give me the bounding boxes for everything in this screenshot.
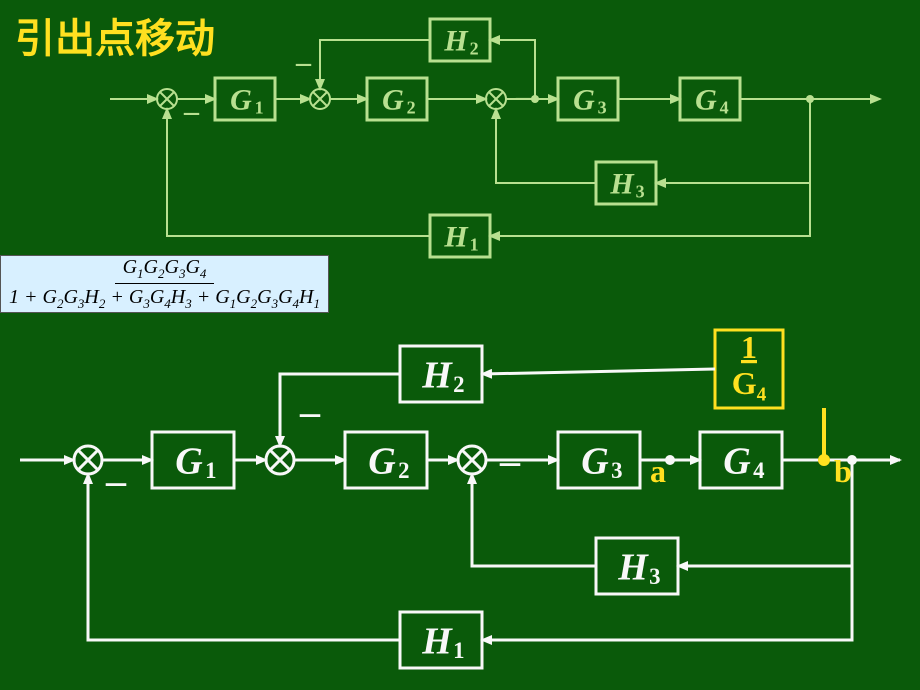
block-H2: H2 xyxy=(430,19,490,61)
svg-text:H: H xyxy=(617,546,649,588)
formula-numerator: G1G2G3G4 xyxy=(115,256,215,284)
svg-text:–: – xyxy=(183,95,200,128)
diagram-svg: G1G2G3G4H2H3H1–––G1G2G3G4H2H3H11G₄ab––– xyxy=(0,0,920,690)
block-G3: G3 xyxy=(558,432,640,488)
svg-text:1: 1 xyxy=(453,638,464,663)
svg-text:a: a xyxy=(650,453,666,489)
title-text: 引出点移动 xyxy=(15,6,215,64)
svg-text:G: G xyxy=(581,440,609,482)
block-G4: G4 xyxy=(700,432,782,488)
svg-text:4: 4 xyxy=(720,97,729,117)
svg-text:G: G xyxy=(368,440,396,482)
block-G1: G1 xyxy=(215,78,275,120)
svg-text:G: G xyxy=(573,84,595,117)
transfer-function-formula: G1G2G3G4 1 + G2G3H2 + G3G4H3 + G1G2G3G4H… xyxy=(0,255,329,313)
svg-text:2: 2 xyxy=(407,97,416,117)
svg-text:G: G xyxy=(382,84,404,117)
svg-text:–: – xyxy=(295,46,312,79)
svg-text:3: 3 xyxy=(636,181,645,201)
svg-text:1: 1 xyxy=(741,329,757,365)
block-G4: G4 xyxy=(680,78,740,120)
svg-text:G: G xyxy=(723,440,751,482)
svg-text:G₄: G₄ xyxy=(732,365,767,401)
svg-text:–: – xyxy=(499,438,521,483)
block-invG4: 1G₄ xyxy=(715,329,783,408)
block-G2: G2 xyxy=(367,78,427,120)
svg-text:–: – xyxy=(299,389,321,434)
svg-text:1: 1 xyxy=(255,97,264,117)
svg-text:G: G xyxy=(175,440,203,482)
svg-text:2: 2 xyxy=(453,372,464,397)
svg-text:2: 2 xyxy=(470,38,479,58)
svg-text:3: 3 xyxy=(649,564,660,589)
svg-text:b: b xyxy=(834,453,852,489)
svg-text:2: 2 xyxy=(398,458,409,483)
block-H1: H1 xyxy=(430,215,490,257)
block-G2: G2 xyxy=(345,432,427,488)
svg-text:4: 4 xyxy=(753,458,764,483)
svg-text:H: H xyxy=(443,221,469,254)
block-H1: H1 xyxy=(400,612,482,668)
block-H3: H3 xyxy=(596,538,678,594)
svg-text:–: – xyxy=(515,80,532,113)
block-G3: G3 xyxy=(558,78,618,120)
svg-text:1: 1 xyxy=(205,458,216,483)
svg-text:–: – xyxy=(105,458,127,503)
svg-text:3: 3 xyxy=(611,458,622,483)
formula-denominator: 1 + G2G3H2 + G3G4H3 + G1G2G3G4H1 xyxy=(1,284,328,312)
svg-text:3: 3 xyxy=(598,97,607,117)
block-H2: H2 xyxy=(400,346,482,402)
svg-text:G: G xyxy=(230,84,252,117)
svg-text:H: H xyxy=(421,354,453,396)
svg-text:H: H xyxy=(609,168,635,201)
block-H3: H3 xyxy=(596,162,656,204)
svg-text:G: G xyxy=(695,84,717,117)
svg-text:1: 1 xyxy=(470,234,479,254)
svg-text:H: H xyxy=(443,25,469,58)
svg-text:H: H xyxy=(421,620,453,662)
block-G1: G1 xyxy=(152,432,234,488)
